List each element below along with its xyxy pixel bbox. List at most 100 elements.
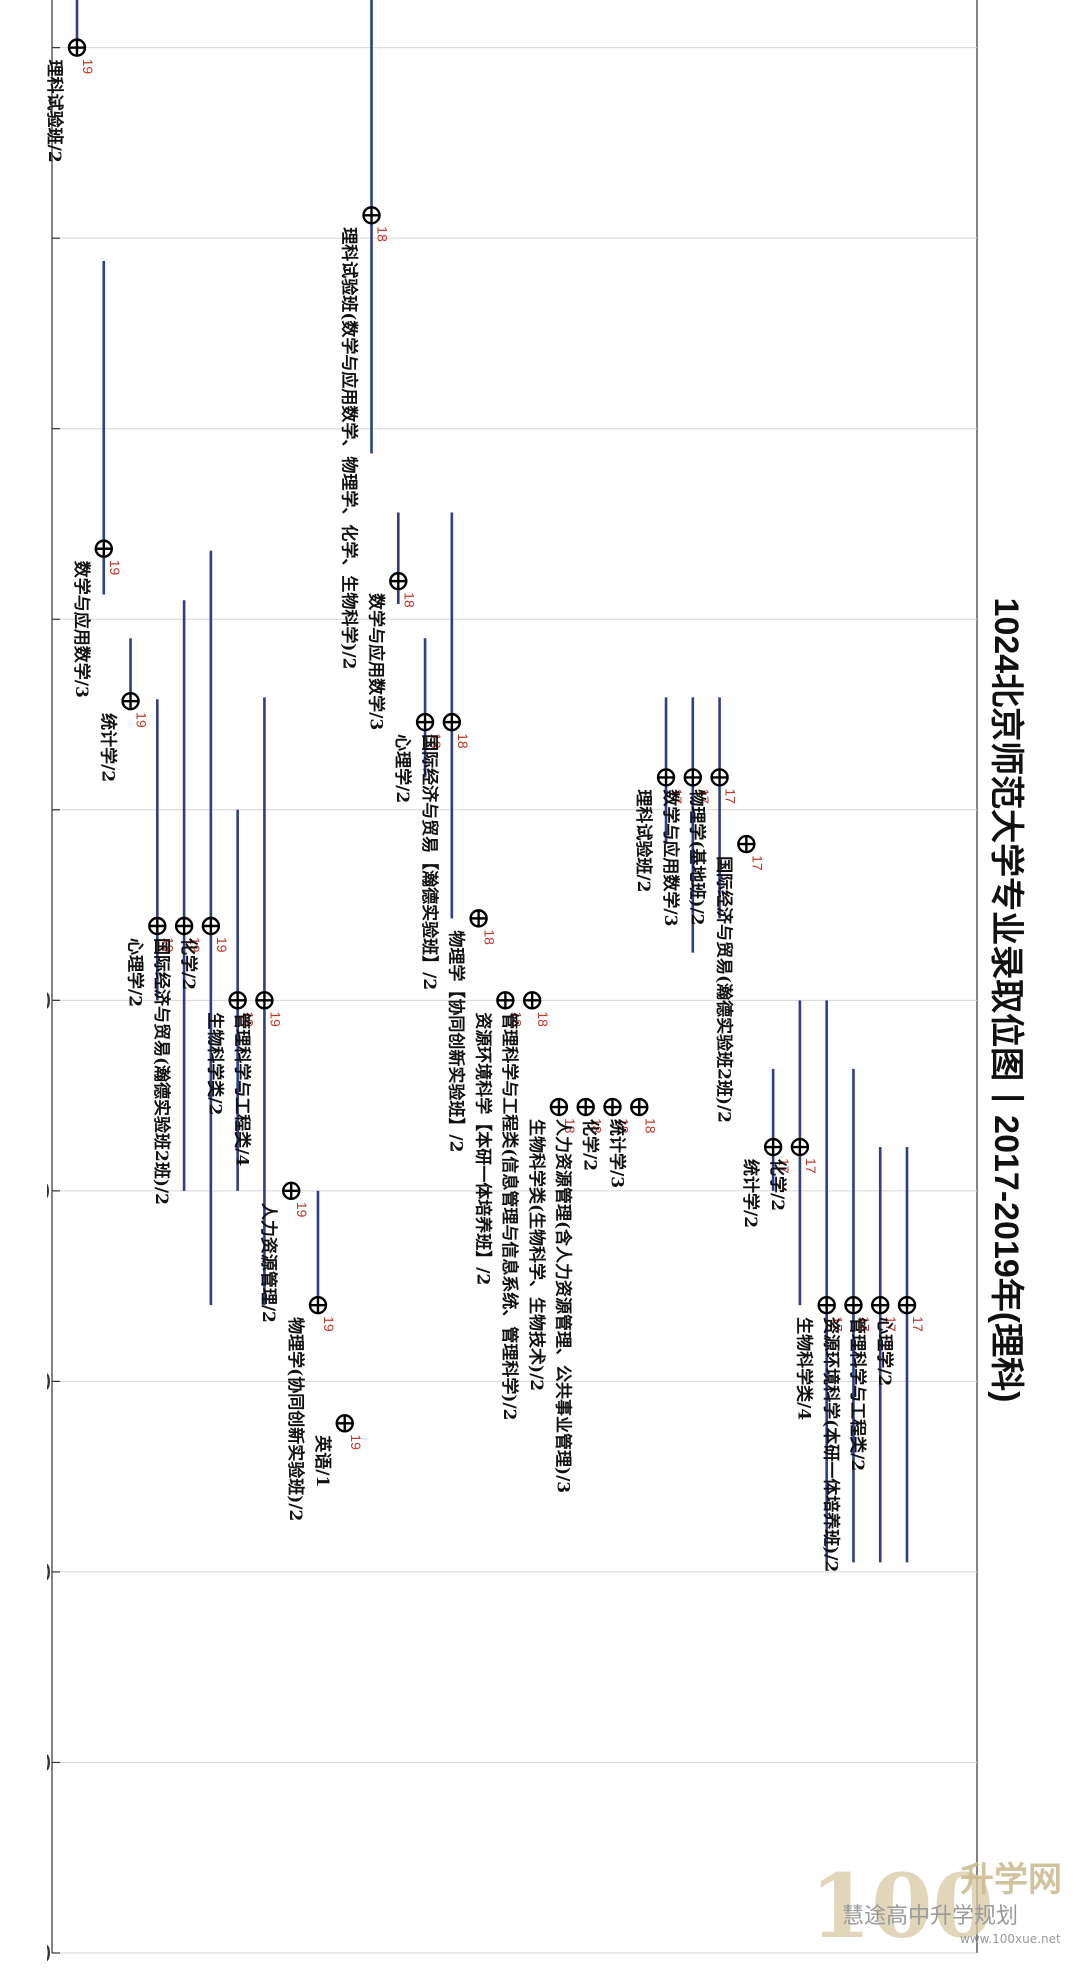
year-label: 17 bbox=[776, 1158, 792, 1174]
major-label: 人力资源管理(含人力资源管理、公共事业管理)/3 bbox=[553, 1119, 574, 1493]
year-label: 18 bbox=[482, 929, 498, 945]
year-label: 19 bbox=[241, 1011, 257, 1027]
data-point bbox=[737, 834, 756, 854]
year-label: 19 bbox=[348, 1434, 364, 1450]
year-label: 18 bbox=[535, 1011, 551, 1027]
data-point bbox=[94, 539, 113, 558]
major-label: 理科试验班/2 bbox=[633, 789, 654, 892]
major-label: 化学/2 bbox=[767, 1159, 788, 1211]
year-label: 17 bbox=[723, 788, 739, 804]
data-point bbox=[549, 1097, 569, 1117]
year-label: 18 bbox=[589, 1118, 605, 1134]
year-label: 18 bbox=[562, 1118, 578, 1134]
major-label: 心理学/2 bbox=[124, 938, 145, 1007]
data-point bbox=[174, 916, 194, 936]
major-label: 心理学/2 bbox=[874, 1317, 895, 1386]
year-label: 18 bbox=[375, 226, 391, 242]
data-point bbox=[148, 916, 167, 936]
data-point bbox=[710, 768, 729, 787]
year-label: 17 bbox=[803, 1158, 819, 1174]
major-label: 资源环境科学(本研一体培养班)/2 bbox=[820, 1317, 841, 1572]
major-label: 人力资源管理/2 bbox=[258, 1203, 279, 1323]
data-point bbox=[281, 1181, 301, 1201]
data-point bbox=[228, 991, 247, 1010]
data-point bbox=[630, 1097, 649, 1117]
year-label: 17 bbox=[749, 855, 765, 871]
plot-frame: 500600700800900100011001200130014001500 … bbox=[0, 0, 1027, 1973]
major-label: 数学与应用数学/3 bbox=[71, 561, 92, 698]
year-label: 19 bbox=[214, 937, 230, 953]
data-point bbox=[335, 1414, 354, 1433]
year-label: 19 bbox=[80, 59, 96, 75]
major-label: 国际经济与贸易(瀚德实验班2班)/2 bbox=[713, 856, 734, 1123]
major-label: 管理科学与工程类/4 bbox=[231, 1012, 252, 1166]
tick-label: 1400 bbox=[47, 1747, 51, 1777]
data-point bbox=[308, 1295, 328, 1315]
data-point bbox=[871, 1295, 890, 1315]
major-label: 英语/1 bbox=[312, 1435, 333, 1487]
tick-label: 1300 bbox=[47, 1557, 51, 1587]
year-label: 19 bbox=[294, 1202, 310, 1218]
year-label: 18 bbox=[642, 1118, 658, 1134]
data-point bbox=[496, 991, 515, 1010]
major-label: 数学与应用数学/3 bbox=[365, 593, 386, 730]
year-label: 17 bbox=[696, 788, 712, 804]
major-label: 管理科学与工程类(信息管理与信息系统、管理科学)/2 bbox=[499, 1012, 520, 1420]
year-label: 17 bbox=[856, 1316, 872, 1332]
year-label: 18 bbox=[401, 592, 417, 608]
data-point bbox=[121, 691, 140, 711]
data-point bbox=[656, 768, 676, 787]
watermark-url: www.100xue.net bbox=[960, 1932, 1061, 1946]
data-point bbox=[790, 1137, 810, 1157]
major-label: 生物科学类/4 bbox=[794, 1317, 815, 1420]
major-label: 理科试验班(数学与应用数学、物理学、化学、生物科学)/2 bbox=[339, 227, 360, 669]
data-point bbox=[844, 1295, 863, 1315]
major-label: 心理学/2 bbox=[392, 734, 413, 803]
data-point bbox=[201, 916, 221, 936]
data-point bbox=[897, 1295, 917, 1315]
data-point bbox=[389, 571, 408, 591]
watermark-number: 100 bbox=[810, 1854, 994, 1951]
data-point bbox=[362, 206, 381, 225]
major-label: 生物科学类(生物科学、生物技术)/2 bbox=[526, 1119, 547, 1391]
major-label: 物理学【协同创新实验班】/2 bbox=[446, 930, 467, 1152]
major-label: 数学与应用数学/3 bbox=[660, 789, 681, 926]
data-point bbox=[683, 768, 703, 787]
year-label: 17 bbox=[910, 1316, 926, 1332]
year-label: 17 bbox=[669, 788, 685, 804]
range-layer bbox=[75, 0, 909, 1563]
watermark: 100 升学网 慧途高中升学规划 www.100xue.net bbox=[810, 1854, 1062, 1951]
major-label: 化学/2 bbox=[579, 1119, 600, 1171]
year-label: 19 bbox=[267, 1011, 283, 1027]
major-label: 国际经济与贸易【瀚德实验班】/2 bbox=[419, 734, 440, 990]
label-layer: 19 理科试验班/2 19 数学与应用数学/3 19 统计学/2 19 心理学/2 19 国际经济… bbox=[44, 59, 926, 1573]
tick-label: 1100 bbox=[47, 1176, 50, 1206]
year-label: 18 bbox=[428, 733, 444, 749]
data-point bbox=[817, 1295, 836, 1315]
year-label: 19 bbox=[107, 560, 123, 576]
data-point bbox=[255, 991, 274, 1010]
tick-label: 1500 bbox=[47, 1938, 51, 1968]
year-label: 17 bbox=[830, 1316, 846, 1332]
tick-label: 1000 bbox=[47, 985, 51, 1015]
data-point bbox=[469, 909, 488, 928]
major-label: 化学/2 bbox=[178, 938, 199, 990]
year-label: 18 bbox=[508, 1011, 524, 1027]
year-label: 19 bbox=[187, 937, 203, 953]
year-label: 17 bbox=[883, 1316, 899, 1332]
year-label: 19 bbox=[321, 1316, 337, 1332]
year-label: 18 bbox=[455, 733, 471, 749]
watermark-brand: 升学网 bbox=[960, 1860, 1062, 1900]
major-label: 物理学(协同创新实验班)/2 bbox=[285, 1317, 306, 1521]
major-label: 统计学/2 bbox=[98, 713, 119, 782]
year-label: 18 bbox=[615, 1118, 631, 1134]
chart-svg: 500600700800900100011001200130014001500 … bbox=[0, 0, 1026, 1968]
major-label: 国际经济与贸易(瀚德实验班2班)/2 bbox=[151, 938, 172, 1205]
major-label: 统计学/3 bbox=[606, 1119, 627, 1188]
data-point bbox=[415, 712, 435, 732]
major-label: 物理学(基地班)/2 bbox=[687, 789, 708, 925]
data-point bbox=[603, 1097, 622, 1117]
tick-label: 1200 bbox=[47, 1366, 51, 1396]
marker-layer bbox=[67, 38, 917, 1433]
